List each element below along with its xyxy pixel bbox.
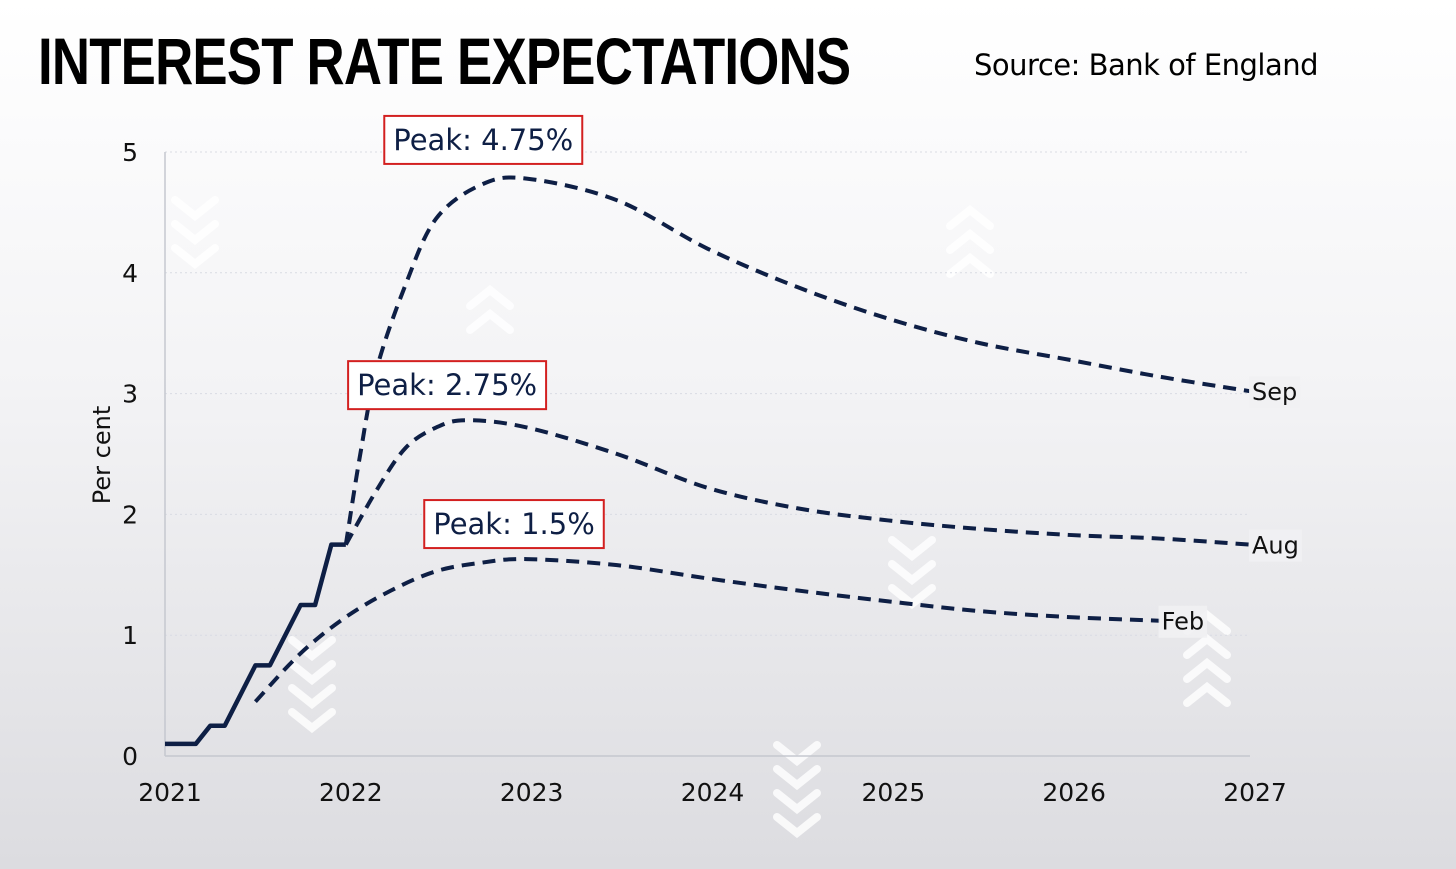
series-line-aug [344, 418, 1251, 547]
x-tick-label: 2026 [1042, 778, 1106, 807]
chart-title: INTEREST RATE EXPECTATIONS [38, 24, 851, 98]
chevron-icon [1183, 657, 1231, 683]
x-tick-label: 2021 [138, 778, 202, 807]
chevron-icon [773, 765, 821, 791]
chevron-icon [288, 684, 336, 710]
peak-annotation: Peak: 1.5% [423, 499, 605, 550]
y-axis-label: Per cent [88, 406, 116, 504]
series-line-history [165, 542, 346, 747]
chevron-icon [288, 660, 336, 686]
peak-annotations: Peak: 4.75% Peak: 2.75% Peak: 1.5% [347, 114, 605, 550]
chevron-icon [171, 220, 219, 246]
chevron-icon [888, 584, 936, 610]
chevron-icon [1183, 633, 1231, 659]
series-line-sep [343, 175, 1251, 545]
y-tick-label: 5 [122, 138, 138, 167]
y-tick-label: 2 [122, 500, 138, 529]
chevron-icon [288, 708, 336, 734]
chevron-icon [171, 244, 219, 270]
chevron-icon [946, 252, 994, 278]
peak-annotation-text: Peak: 2.75% [357, 368, 537, 402]
series-labels: Sep Aug Feb [1158, 376, 1302, 638]
chevron-icon [773, 741, 821, 767]
series-label-aug: Aug [1252, 532, 1299, 560]
chevron-icon [1183, 681, 1231, 707]
peak-annotation-box [347, 360, 548, 411]
x-tick-label: 2023 [500, 778, 564, 807]
axes: 0 1 2 3 4 5 2021 2022 2023 2024 2025 2026 2027 Per ce… [88, 138, 1287, 807]
peak-annotation-text: Peak: 1.5% [433, 507, 595, 541]
chevron-icon [466, 308, 514, 334]
series-label-bg [1158, 605, 1208, 638]
x-tick-label: 2025 [862, 778, 926, 807]
x-tick-label: 2027 [1223, 778, 1287, 807]
series-line-feb [253, 557, 1160, 704]
series-lines [165, 175, 1251, 747]
x-tick-label: 2024 [681, 778, 745, 807]
grid-lines [165, 151, 1250, 636]
chevron-icon [288, 636, 336, 662]
series-label-bg [1249, 529, 1302, 562]
chevron-icon [466, 284, 514, 310]
series-label-bg [1249, 376, 1301, 409]
chevron-icon [946, 204, 994, 230]
series-label-sep: Sep [1252, 378, 1297, 406]
x-tick-label: 2022 [319, 778, 383, 807]
y-tick-label: 1 [122, 621, 138, 650]
peak-annotation-text: Peak: 4.75% [393, 123, 573, 157]
peak-annotation: Peak: 4.75% [383, 114, 584, 165]
chevron-icon [888, 560, 936, 586]
source-label: Source: Bank of England [974, 48, 1319, 82]
y-tick-label: 4 [122, 259, 138, 288]
peak-annotation-box [383, 114, 584, 165]
chevron-icon [171, 196, 219, 222]
chevron-icon [888, 536, 936, 562]
chevron-decorations [171, 196, 1231, 839]
chevron-icon [946, 228, 994, 254]
y-tick-label: 3 [122, 380, 138, 409]
y-tick-label: 0 [122, 742, 138, 771]
chevron-icon [773, 789, 821, 815]
chevron-icon [773, 813, 821, 839]
peak-annotation-box [423, 499, 605, 550]
series-label-feb: Feb [1162, 608, 1205, 636]
peak-annotation: Peak: 2.75% [347, 360, 548, 411]
